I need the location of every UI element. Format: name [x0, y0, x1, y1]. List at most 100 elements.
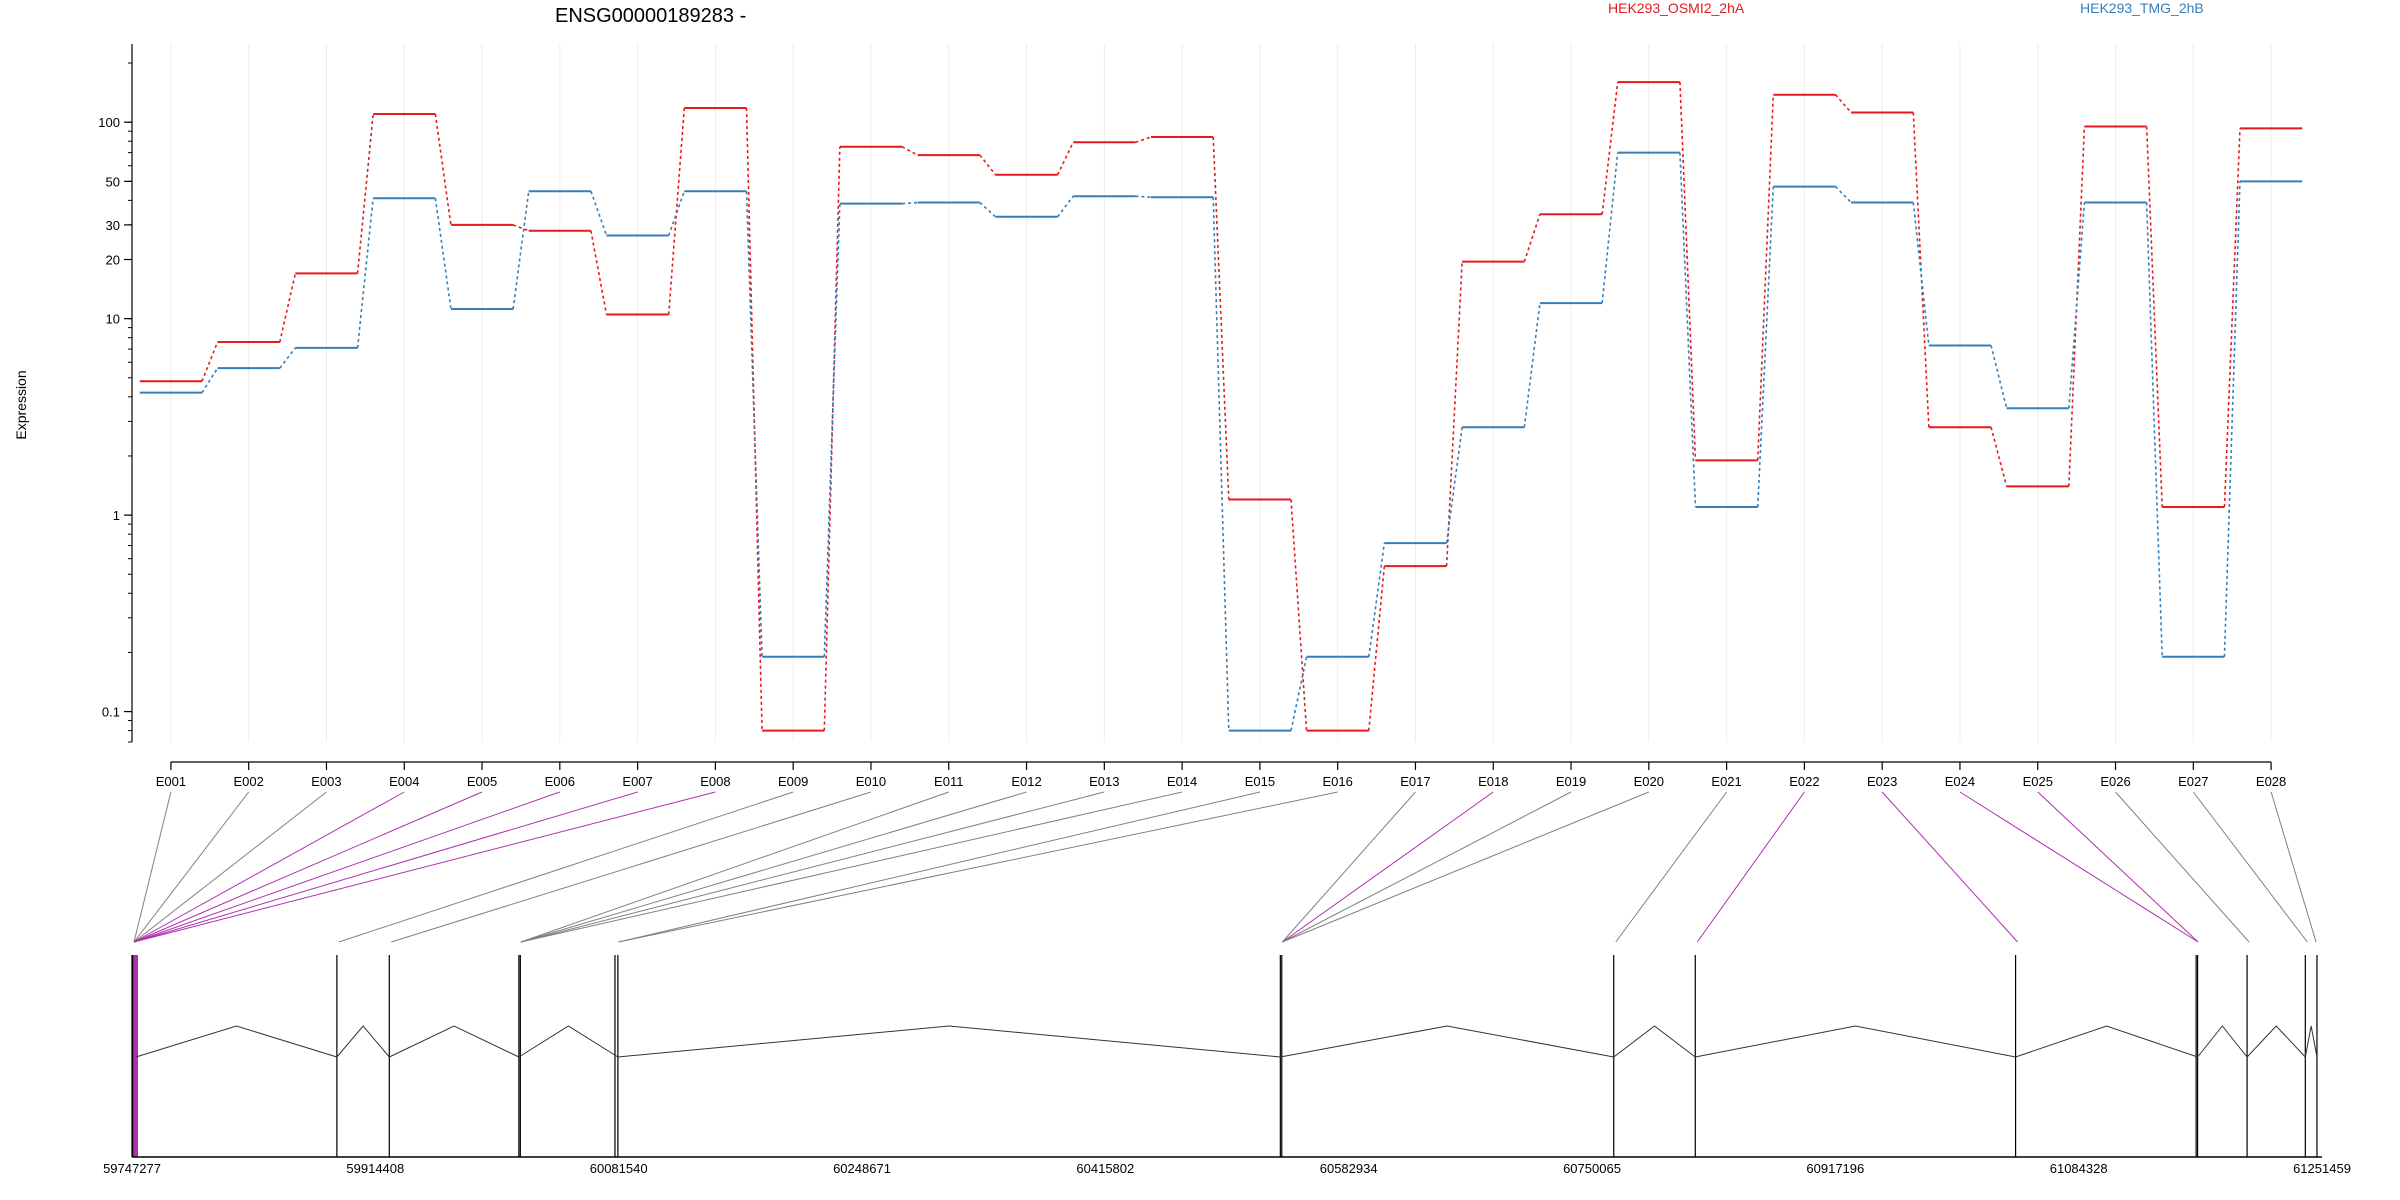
genomic-tick-label-4: 60415802 — [1076, 1161, 1134, 1176]
series-0-step-e016 — [1367, 566, 1386, 731]
x-tick-label-e013: E013 — [1089, 774, 1119, 789]
genomic-tick-label-3: 60248671 — [833, 1161, 891, 1176]
x-tick-label-e024: E024 — [1945, 774, 1975, 789]
series-0-step-e027 — [2223, 128, 2241, 508]
x-tick-label-e003: E003 — [311, 774, 341, 789]
x-tick-label-e011: E011 — [934, 774, 963, 789]
genomic-tick-label-1: 59914408 — [346, 1161, 404, 1176]
series-0-step-e010 — [901, 146, 919, 156]
series-0-step-e024 — [1990, 427, 2008, 487]
connector-e001 — [133, 791, 172, 943]
series-1-step-e025 — [2068, 202, 2086, 409]
series-1-step-e008 — [745, 191, 763, 657]
genomic-tick-label-2: 60081540 — [590, 1161, 648, 1176]
connector-e016 — [618, 791, 1338, 943]
y-tick-label-3: 20 — [106, 253, 120, 268]
x-tick-label-e019: E019 — [1556, 774, 1586, 789]
series-0-step-e006 — [590, 230, 608, 315]
genomic-axis: 59747277 59914408 60081540 60248671 60415802… — [103, 1156, 2351, 1176]
series-0-step-e001 — [201, 341, 219, 382]
series-0-step-e003 — [356, 113, 374, 274]
intron-8 — [2015, 1025, 2198, 1058]
series-0-step-e014 — [1212, 137, 1230, 500]
connector-e015 — [618, 791, 1261, 943]
x-tick-label-e004: E004 — [389, 774, 419, 789]
series-1-step-e011 — [979, 201, 996, 218]
intron-6 — [1613, 1025, 1696, 1058]
legend-series-a: HEK293_OSMI2_2hA — [1608, 0, 1745, 16]
connector-e006 — [133, 791, 560, 943]
grid-lines — [170, 44, 2272, 742]
connector-e003 — [133, 791, 327, 943]
y-tick-label-2: 10 — [106, 312, 120, 327]
x-tick-label-e016: E016 — [1322, 774, 1352, 789]
y-axis: 0.1 1 10 20 30 50 100 — [98, 44, 133, 743]
x-tick-label-e001: E001 — [156, 774, 186, 789]
gene-model — [131, 955, 2318, 1157]
series-1-step-e021 — [1756, 186, 1775, 508]
series-1-step-e012 — [1057, 195, 1074, 218]
x-tick-label-e002: E002 — [233, 774, 263, 789]
series-1-step-e016 — [1368, 543, 1386, 657]
series-0-step-e009 — [823, 146, 841, 731]
chart-title: ENSG00000189283 - — [555, 5, 746, 27]
series-1-step-e027 — [2223, 181, 2241, 657]
connector-e017 — [1281, 791, 1416, 943]
series-a — [139, 81, 2303, 732]
x-tick-label-e021: E021 — [1711, 774, 1741, 789]
connector-e011 — [520, 791, 949, 943]
x-tick-label-e006: E006 — [545, 774, 575, 789]
x-tick-label-e018: E018 — [1478, 774, 1508, 789]
x-tick-label-e025: E025 — [2023, 774, 2053, 789]
genomic-tick-label-0: 59747277 — [103, 1161, 161, 1176]
connector-e010 — [391, 791, 872, 943]
series-0-step-e018 — [1523, 213, 1541, 262]
exon-highlight-strip — [134, 955, 138, 1157]
x-tick-label-e012: E012 — [1011, 774, 1041, 789]
connector-e021 — [1615, 791, 1728, 943]
x-tick-label-e027: E027 — [2178, 774, 2208, 789]
series-1-step-e015 — [1290, 656, 1308, 731]
x-tick-label-e005: E005 — [467, 774, 497, 789]
series-1-step-e001 — [201, 367, 219, 394]
series-1-step-e013 — [1135, 195, 1152, 199]
series-1-step-e007 — [667, 190, 686, 236]
connector-e004 — [133, 791, 405, 943]
y-tick-label-0: 0.1 — [102, 705, 120, 720]
series-1-step-e002 — [279, 347, 296, 369]
connector-e024 — [1959, 791, 2199, 943]
intron-1 — [336, 1025, 390, 1058]
series-0-step-e012 — [1056, 141, 1074, 176]
connector-e019 — [1282, 791, 1572, 943]
connector-e018 — [1282, 791, 1494, 943]
genomic-tick-label-8: 61084328 — [2050, 1161, 2108, 1176]
series-0-step-e017 — [1445, 261, 1463, 567]
intron-10 — [2246, 1025, 2306, 1058]
x-tick-label-e028: E028 — [2256, 774, 2286, 789]
x-tick-label-e026: E026 — [2100, 774, 2130, 789]
connector-e027 — [2192, 791, 2308, 943]
intron-4 — [617, 1025, 1281, 1058]
connector-e005 — [133, 791, 483, 943]
x-tick-label-e017: E017 — [1400, 774, 1430, 789]
series-1-step-e022 — [1834, 186, 1852, 204]
intron-3 — [518, 1025, 619, 1058]
series-1-step-e026 — [2145, 202, 2164, 657]
series-0-step-e008 — [745, 108, 763, 731]
intron-9 — [2197, 1025, 2248, 1058]
connector-e022 — [1696, 791, 1805, 943]
y-tick-label-4: 30 — [106, 218, 120, 233]
series-0-step-e021 — [1756, 94, 1775, 461]
series-0-step-e022 — [1834, 94, 1852, 114]
x-tick-label-e015: E015 — [1245, 774, 1275, 789]
intron-0 — [135, 1025, 338, 1058]
x-axis: E001 E002 E003 E004 E005 E006 E007 E008 E009 E010… — [156, 761, 2286, 789]
series-1-step-e004 — [434, 198, 452, 310]
connector-e007 — [133, 791, 638, 943]
series-1-step-e005 — [512, 191, 530, 310]
series-lines — [139, 81, 2303, 732]
genomic-tick-label-7: 60917196 — [1806, 1161, 1864, 1176]
connector-e025 — [2037, 791, 2199, 943]
series-0-step-e015 — [1290, 499, 1308, 731]
